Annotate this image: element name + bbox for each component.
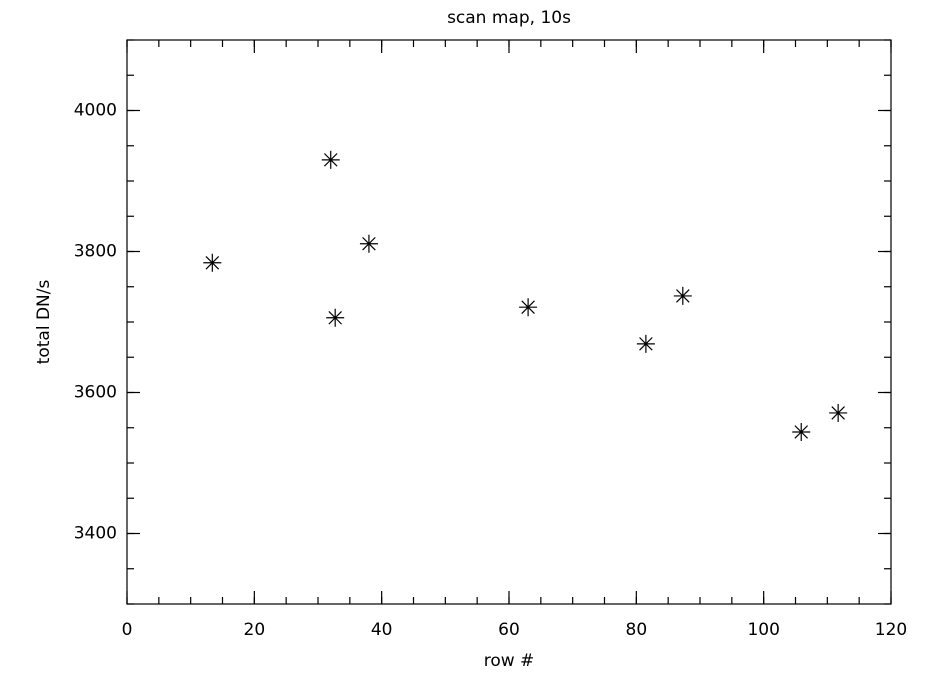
y-axis-label: total DN/s xyxy=(34,280,54,365)
y-tick-label: 3400 xyxy=(74,524,117,544)
x-tick-label: 0 xyxy=(122,620,133,640)
y-tick-label: 4000 xyxy=(74,101,117,121)
point xyxy=(321,150,340,169)
x-tick-label: 60 xyxy=(498,620,520,640)
chart-title: scan map, 10s xyxy=(447,8,571,28)
point xyxy=(203,253,222,272)
point xyxy=(829,403,848,422)
point xyxy=(359,234,378,253)
point xyxy=(326,308,345,327)
plot-frame xyxy=(126,39,892,605)
point xyxy=(673,286,692,305)
point xyxy=(519,298,538,317)
y-tick-label: 3800 xyxy=(74,242,117,262)
x-axis-label: row # xyxy=(484,651,535,671)
x-tick-label: 20 xyxy=(244,620,266,640)
y-tick-label: 3600 xyxy=(74,383,117,403)
x-tick-label: 100 xyxy=(747,620,779,640)
point xyxy=(792,422,811,441)
x-tick-label: 80 xyxy=(626,620,648,640)
x-tick-label: 40 xyxy=(371,620,393,640)
x-tick-label: 120 xyxy=(875,620,907,640)
point xyxy=(636,334,655,353)
